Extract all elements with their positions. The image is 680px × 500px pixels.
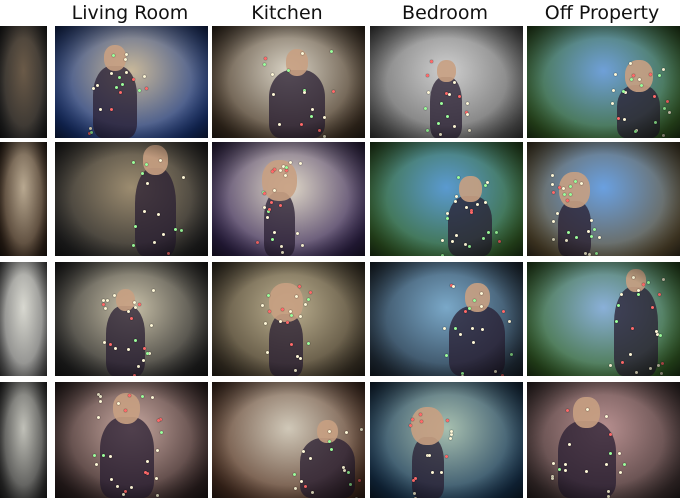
lens-vignette [370, 142, 523, 256]
photo-tile [370, 142, 523, 256]
photo-tile [0, 262, 47, 376]
lens-vignette [527, 142, 680, 256]
lens-vignette [0, 142, 47, 256]
photo-tile [370, 382, 523, 498]
lens-vignette [212, 142, 365, 256]
photo-tile [55, 382, 208, 498]
lens-vignette [370, 262, 523, 376]
photo-tile [212, 382, 365, 498]
photo-tile [527, 26, 680, 138]
photo-tile [370, 26, 523, 138]
column-header-bedroom: Bedroom [402, 2, 488, 24]
column-header-off-property: Off Property [544, 2, 660, 24]
photo-tile [212, 26, 365, 138]
lens-vignette [212, 382, 365, 498]
lens-vignette [55, 382, 208, 498]
photo-tile [527, 382, 680, 498]
lens-vignette [212, 262, 365, 376]
photo-tile [527, 142, 680, 256]
lens-vignette [0, 262, 47, 376]
lens-vignette [527, 26, 680, 138]
lens-vignette [370, 26, 523, 138]
lens-vignette [370, 382, 523, 498]
photo-tile [0, 142, 47, 256]
column-header-kitchen: Kitchen [251, 2, 323, 24]
photo-tile [527, 262, 680, 376]
photo-tile [370, 262, 523, 376]
lens-vignette [55, 262, 208, 376]
photo-tile [55, 26, 208, 138]
photo-tile [0, 26, 47, 138]
photo-tile [55, 262, 208, 376]
lens-vignette [55, 142, 208, 256]
lens-vignette [212, 26, 365, 138]
column-header-living-room: Living Room [71, 2, 189, 24]
lens-vignette [527, 382, 680, 498]
photo-tile [212, 142, 365, 256]
lens-vignette [0, 382, 47, 498]
lens-vignette [55, 26, 208, 138]
lens-vignette [0, 26, 47, 138]
photo-tile [55, 142, 208, 256]
lens-vignette [527, 262, 680, 376]
photo-tile [212, 262, 365, 376]
photo-tile [0, 382, 47, 498]
